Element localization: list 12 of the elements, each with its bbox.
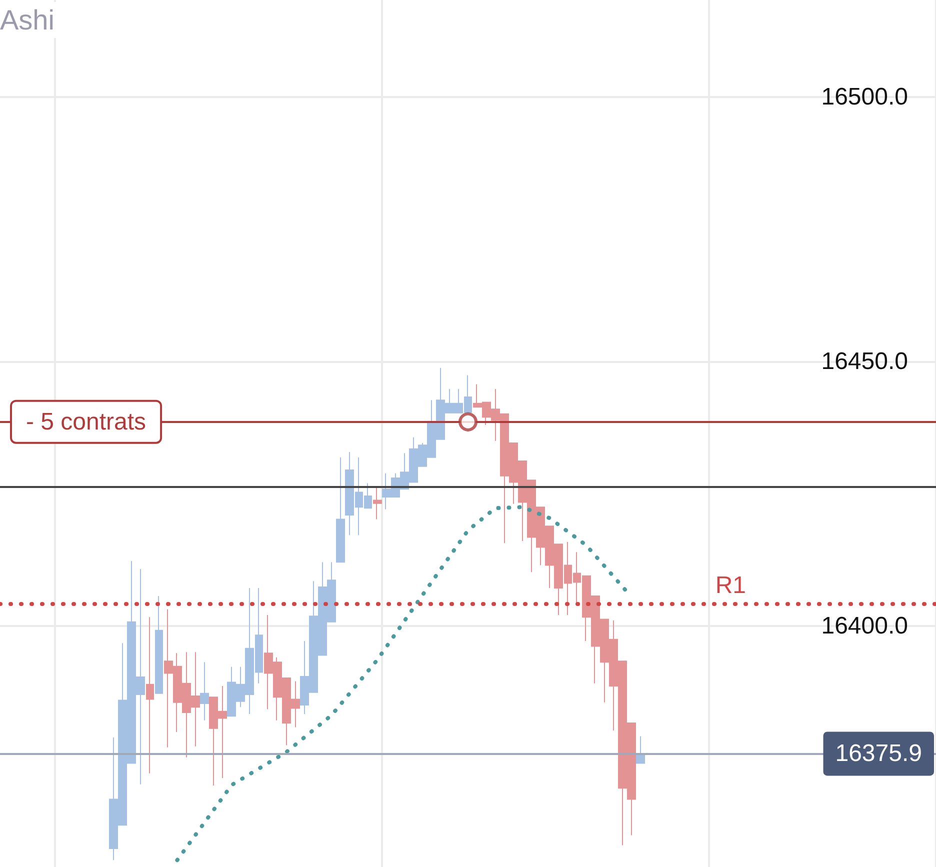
y-tick-label: 16500.0 xyxy=(821,83,908,110)
y-tick-label: 16450.0 xyxy=(821,348,908,376)
candlestick xyxy=(155,595,163,694)
chart-title: Ashi xyxy=(0,4,54,36)
candlestick xyxy=(146,616,154,774)
ref-line-label: - 5 contrats xyxy=(26,408,146,436)
candlestick xyxy=(336,456,345,563)
candlestick xyxy=(373,488,382,520)
ref-line-label: 16375.9 xyxy=(835,740,922,768)
y-tick-label: 16400.0 xyxy=(821,612,908,640)
ref-line-label: R1 xyxy=(715,572,746,599)
candlestick xyxy=(200,662,209,721)
